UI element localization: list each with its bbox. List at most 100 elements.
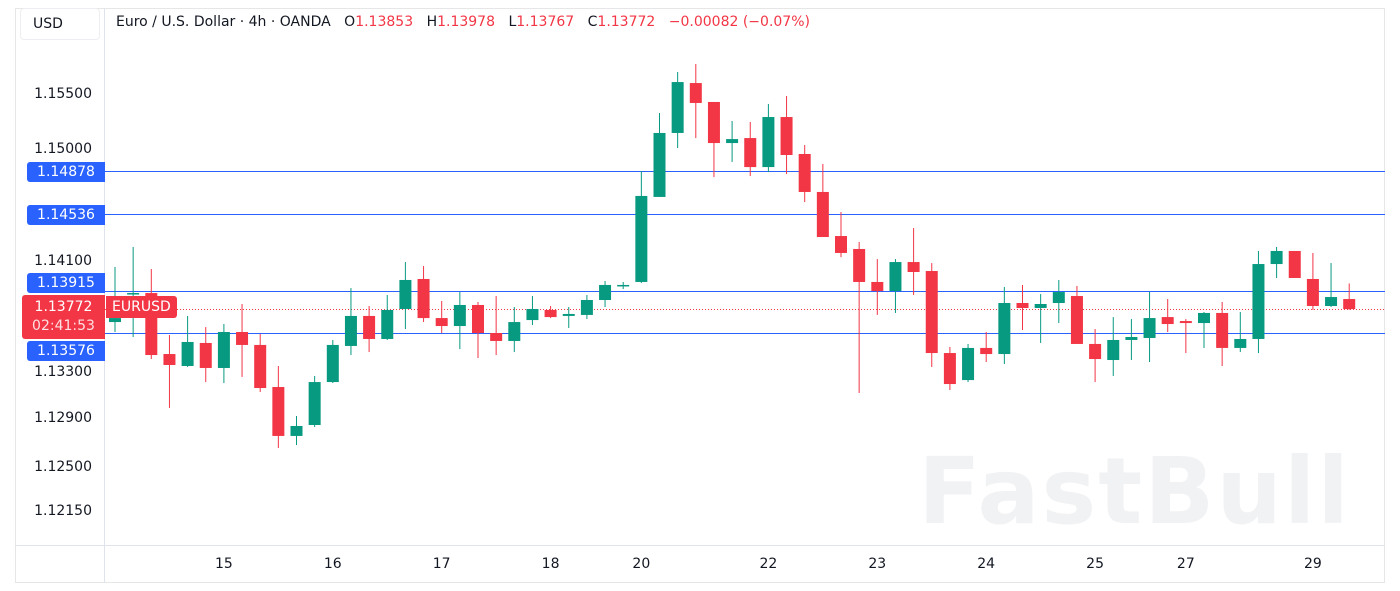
candle-body-down xyxy=(689,83,702,103)
candle-body-up xyxy=(217,332,230,368)
candle-body-up xyxy=(562,313,575,316)
chart-frame xyxy=(15,8,1385,583)
candle-body-up xyxy=(1325,297,1338,306)
price-tick-label: 1.12150 xyxy=(34,503,92,519)
horizontal-line-price-label: 1.14878 xyxy=(27,162,105,182)
time-tick-label: 24 xyxy=(977,556,996,572)
candle-body-up xyxy=(1252,264,1265,339)
candle-body-down xyxy=(1343,299,1356,310)
candle-body-up xyxy=(671,82,684,133)
candle-body-up xyxy=(1198,312,1210,324)
candle-body-down xyxy=(1089,343,1102,360)
candle-body-down xyxy=(472,304,484,334)
candle-body-up xyxy=(1143,318,1156,338)
bar-countdown: 02:41:53 xyxy=(32,318,95,334)
candle-body-down xyxy=(798,153,811,192)
candle-body-up xyxy=(344,315,357,346)
candle-body-down xyxy=(236,332,249,345)
candle-body-up xyxy=(998,303,1011,355)
change-value: −0.00082 (−0.07%) xyxy=(668,14,810,30)
time-axis-divider xyxy=(15,545,1385,546)
time-tick-label: 27 xyxy=(1176,556,1195,572)
high-value: 1.13978 xyxy=(437,14,495,30)
candle-body-down xyxy=(1070,296,1083,344)
candle-body-down xyxy=(363,315,376,339)
candle-body-up xyxy=(617,284,630,287)
candle-body-down xyxy=(907,262,920,273)
candle-body-up xyxy=(580,300,593,315)
low-value: 1.13767 xyxy=(516,14,575,30)
candle-body-up xyxy=(1107,339,1120,361)
candle-body-up xyxy=(326,344,339,383)
candle-body-down xyxy=(199,342,212,368)
symbol-description: Euro / U.S. Dollar · 4h · OANDA xyxy=(116,14,331,30)
close-label: C xyxy=(587,14,598,30)
candle-body-down xyxy=(835,236,847,253)
candle-body-down xyxy=(254,344,267,389)
candle-body-down xyxy=(1016,303,1029,308)
candle-body-down xyxy=(1288,250,1301,278)
candle-body-up xyxy=(1034,303,1047,308)
candle-body-down xyxy=(1179,321,1192,324)
horizontal-line-price-label: 1.14536 xyxy=(27,205,105,225)
candle-body-down xyxy=(925,271,938,354)
candle-body-up xyxy=(1270,250,1283,265)
time-tick-label: 29 xyxy=(1303,556,1322,572)
candle-body-up xyxy=(181,341,194,366)
close-value: 1.13772 xyxy=(597,14,656,30)
symbol-tag: EURUSD xyxy=(106,296,177,318)
candle-body-up xyxy=(726,139,739,144)
candle-body-up xyxy=(1234,338,1247,348)
candle-body-down xyxy=(816,191,829,238)
candle-body-down xyxy=(1216,312,1229,348)
symbol-legend: Euro / U.S. Dollar · 4h · OANDA O1.13853… xyxy=(116,14,810,30)
time-tick-label: 17 xyxy=(432,556,451,572)
candle-body-down xyxy=(272,387,285,436)
price-tick-label: 1.13300 xyxy=(34,363,92,380)
candle-body-down xyxy=(744,138,757,168)
candle-body-down xyxy=(435,318,448,327)
candle-body-up xyxy=(399,279,412,309)
candle-body-up xyxy=(1052,292,1065,304)
high-label: H xyxy=(426,14,438,30)
candle-body-down xyxy=(707,101,720,144)
price-tick-label: 1.12500 xyxy=(34,459,92,476)
time-tick-label: 16 xyxy=(323,556,342,572)
currency-button[interactable]: USD xyxy=(20,8,100,40)
candle-body-up xyxy=(762,117,775,168)
time-tick-label: 15 xyxy=(214,556,233,572)
price-tick-label: 1.14100 xyxy=(34,253,92,270)
price-tick-label: 1.15000 xyxy=(34,141,92,158)
low-label: L xyxy=(508,14,517,30)
current-price-badge: 1.13772 02:41:53 xyxy=(22,295,105,339)
candle-body-up xyxy=(526,308,539,321)
price-tick-label: 1.15500 xyxy=(34,86,92,102)
candle-body-up xyxy=(290,425,303,436)
candle-body-up xyxy=(889,262,902,292)
candle-body-up xyxy=(653,132,666,197)
candle-body-up xyxy=(109,318,121,323)
candle-body-up xyxy=(635,195,648,282)
open-value: 1.13853 xyxy=(355,14,414,30)
candle-body-down xyxy=(871,281,884,292)
time-tick-label: 18 xyxy=(541,556,560,572)
fastbull-watermark-logo: FastBull xyxy=(918,438,1351,545)
horizontal-line-price-label: 1.13915 xyxy=(27,273,105,293)
candle-body-down xyxy=(417,278,430,319)
candle-body-down xyxy=(544,309,557,318)
candle-body-down xyxy=(853,248,866,282)
candle-body-down xyxy=(1306,278,1319,306)
candle-body-down xyxy=(943,353,956,385)
candle-body-up xyxy=(962,347,975,381)
time-tick-label: 22 xyxy=(759,556,778,572)
time-tick-label: 20 xyxy=(632,556,651,572)
time-tick-label: 23 xyxy=(868,556,887,572)
horizontal-line-price-label: 1.13576 xyxy=(27,341,105,361)
candle-body-down xyxy=(163,354,176,365)
candle-body-up xyxy=(308,382,321,425)
price-tick-label: 1.12900 xyxy=(34,409,92,426)
candle-body-down xyxy=(1161,317,1174,325)
candle-body-up xyxy=(127,293,140,295)
candle-body-up xyxy=(599,284,612,301)
